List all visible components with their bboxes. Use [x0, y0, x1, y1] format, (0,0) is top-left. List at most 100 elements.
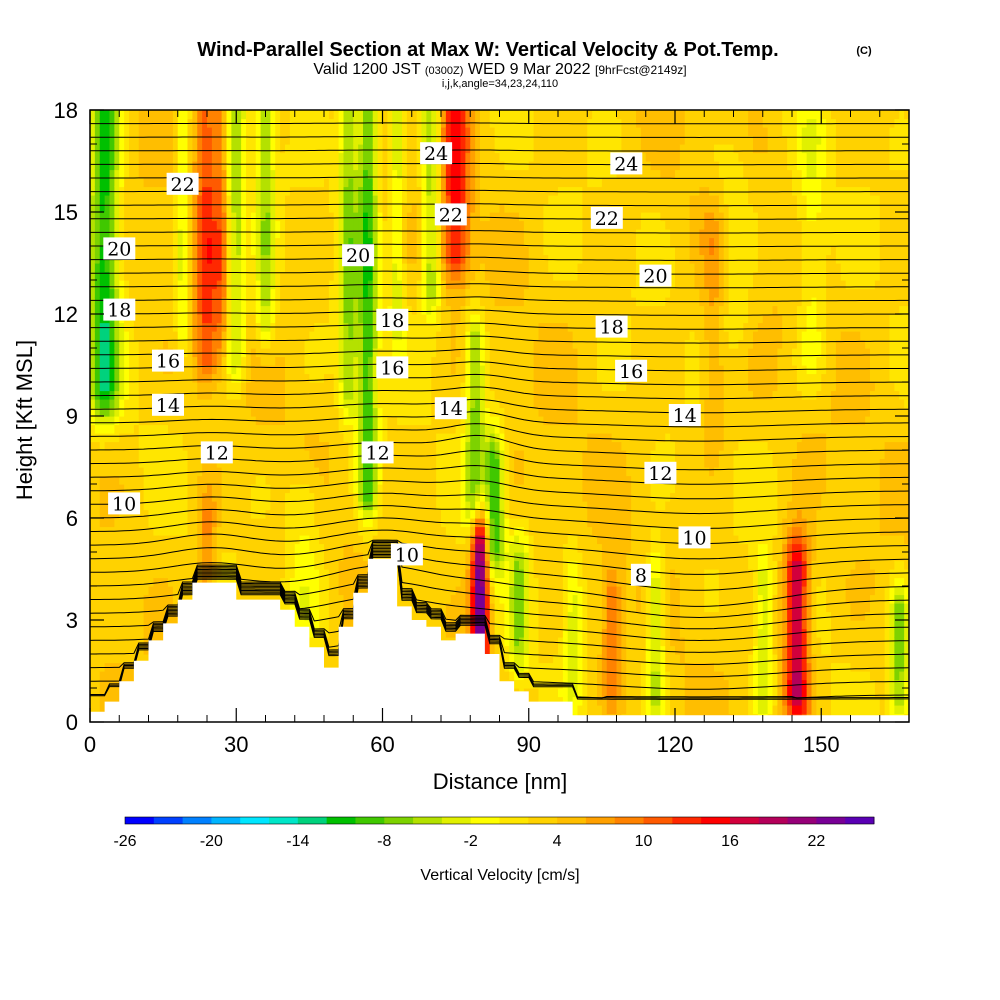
- velocity-cell: [299, 305, 306, 315]
- velocity-cell: [172, 382, 179, 392]
- velocity-cell: [90, 229, 96, 239]
- velocity-cell: [255, 152, 262, 162]
- velocity-cell: [285, 220, 291, 230]
- velocity-cell: [270, 288, 276, 298]
- velocity-cell: [133, 161, 140, 171]
- velocity-cell: [270, 501, 276, 511]
- velocity-cell: [255, 356, 262, 366]
- velocity-cell: [177, 263, 184, 273]
- velocity-cell: [343, 526, 349, 536]
- velocity-cell: [265, 399, 271, 409]
- velocity-cell: [90, 144, 96, 154]
- valid-date: WED 9 Mar 2022: [468, 61, 591, 78]
- velocity-cell: [353, 382, 359, 392]
- velocity-cell: [304, 314, 310, 324]
- velocity-cell: [99, 628, 106, 638]
- velocity-cell: [333, 628, 340, 638]
- velocity-cell: [143, 484, 150, 494]
- velocity-cell: [328, 365, 335, 375]
- velocity-cell: [382, 263, 388, 273]
- velocity-cell: [133, 577, 140, 587]
- velocity-cell: [207, 509, 213, 519]
- velocity-cell: [402, 263, 408, 273]
- velocity-cell: [406, 348, 413, 358]
- velocity-cell: [138, 535, 145, 545]
- velocity-cell: [187, 535, 193, 545]
- velocity-cell: [94, 450, 101, 460]
- velocity-cell: [319, 271, 325, 281]
- velocity-cell: [250, 407, 257, 417]
- velocity-cell: [255, 458, 262, 468]
- velocity-cell: [109, 416, 115, 426]
- velocity-cell: [406, 458, 413, 468]
- velocity-cell: [246, 331, 252, 341]
- velocity-cell: [421, 135, 427, 145]
- velocity-cell: [372, 237, 379, 247]
- velocity-cell: [402, 135, 408, 145]
- velocity-cell: [402, 195, 408, 205]
- velocity-cell: [411, 263, 418, 273]
- velocity-cell: [348, 416, 354, 426]
- velocity-cell: [226, 195, 232, 205]
- velocity-cell: [309, 348, 315, 358]
- velocity-cell: [289, 169, 296, 179]
- velocity-cell: [358, 110, 364, 120]
- velocity-cell: [138, 450, 145, 460]
- velocity-cell: [372, 492, 379, 502]
- velocity-cell: [148, 475, 154, 485]
- velocity-cell: [207, 178, 213, 188]
- velocity-cell: [377, 195, 384, 205]
- velocity-cell: [129, 331, 135, 341]
- velocity-cell: [353, 416, 359, 426]
- velocity-cell: [182, 501, 189, 511]
- velocity-cell: [397, 390, 403, 400]
- velocity-cell: [124, 433, 130, 443]
- velocity-cell: [260, 331, 267, 341]
- velocity-cell: [358, 322, 364, 332]
- velocity-cell: [129, 339, 135, 349]
- velocity-cell: [114, 433, 120, 443]
- velocity-cell: [304, 331, 310, 341]
- velocity-cell: [172, 424, 179, 434]
- velocity-cell: [314, 263, 320, 273]
- velocity-cell: [163, 484, 169, 494]
- velocity-cell: [90, 399, 96, 409]
- velocity-cell: [119, 161, 125, 171]
- velocity-cell: [153, 178, 159, 188]
- velocity-cell: [411, 611, 418, 621]
- velocity-cell: [387, 433, 393, 443]
- velocity-cell: [148, 518, 154, 528]
- velocity-cell: [363, 492, 369, 502]
- velocity-cell: [129, 288, 135, 298]
- velocity-cell: [387, 407, 393, 417]
- velocity-cell: [319, 492, 325, 502]
- velocity-cell: [226, 552, 232, 562]
- velocity-cell: [285, 441, 291, 451]
- velocity-cell: [241, 492, 247, 502]
- velocity-cell: [382, 178, 388, 188]
- velocity-cell: [226, 229, 232, 239]
- velocity-cell: [367, 424, 374, 434]
- velocity-cell: [192, 552, 198, 562]
- velocity-cell: [338, 297, 345, 307]
- velocity-cell: [250, 280, 257, 290]
- velocity-cell: [260, 195, 267, 205]
- velocity-cell: [377, 407, 384, 417]
- velocity-cell: [289, 594, 296, 604]
- velocity-cell: [328, 552, 335, 562]
- velocity-cell: [348, 229, 354, 239]
- velocity-cell: [90, 679, 96, 689]
- velocity-cell: [294, 399, 301, 409]
- velocity-cell: [202, 161, 208, 171]
- velocity-cell: [119, 628, 125, 638]
- velocity-cell: [138, 169, 145, 179]
- velocity-cell: [236, 552, 242, 562]
- velocity-cell: [221, 382, 228, 392]
- velocity-cell: [319, 594, 325, 604]
- velocity-cell: [168, 441, 174, 451]
- velocity-cell: [182, 399, 189, 409]
- velocity-cell: [104, 679, 111, 689]
- velocity-cell: [221, 365, 228, 375]
- velocity-cell: [158, 552, 164, 562]
- velocity-cell: [348, 314, 354, 324]
